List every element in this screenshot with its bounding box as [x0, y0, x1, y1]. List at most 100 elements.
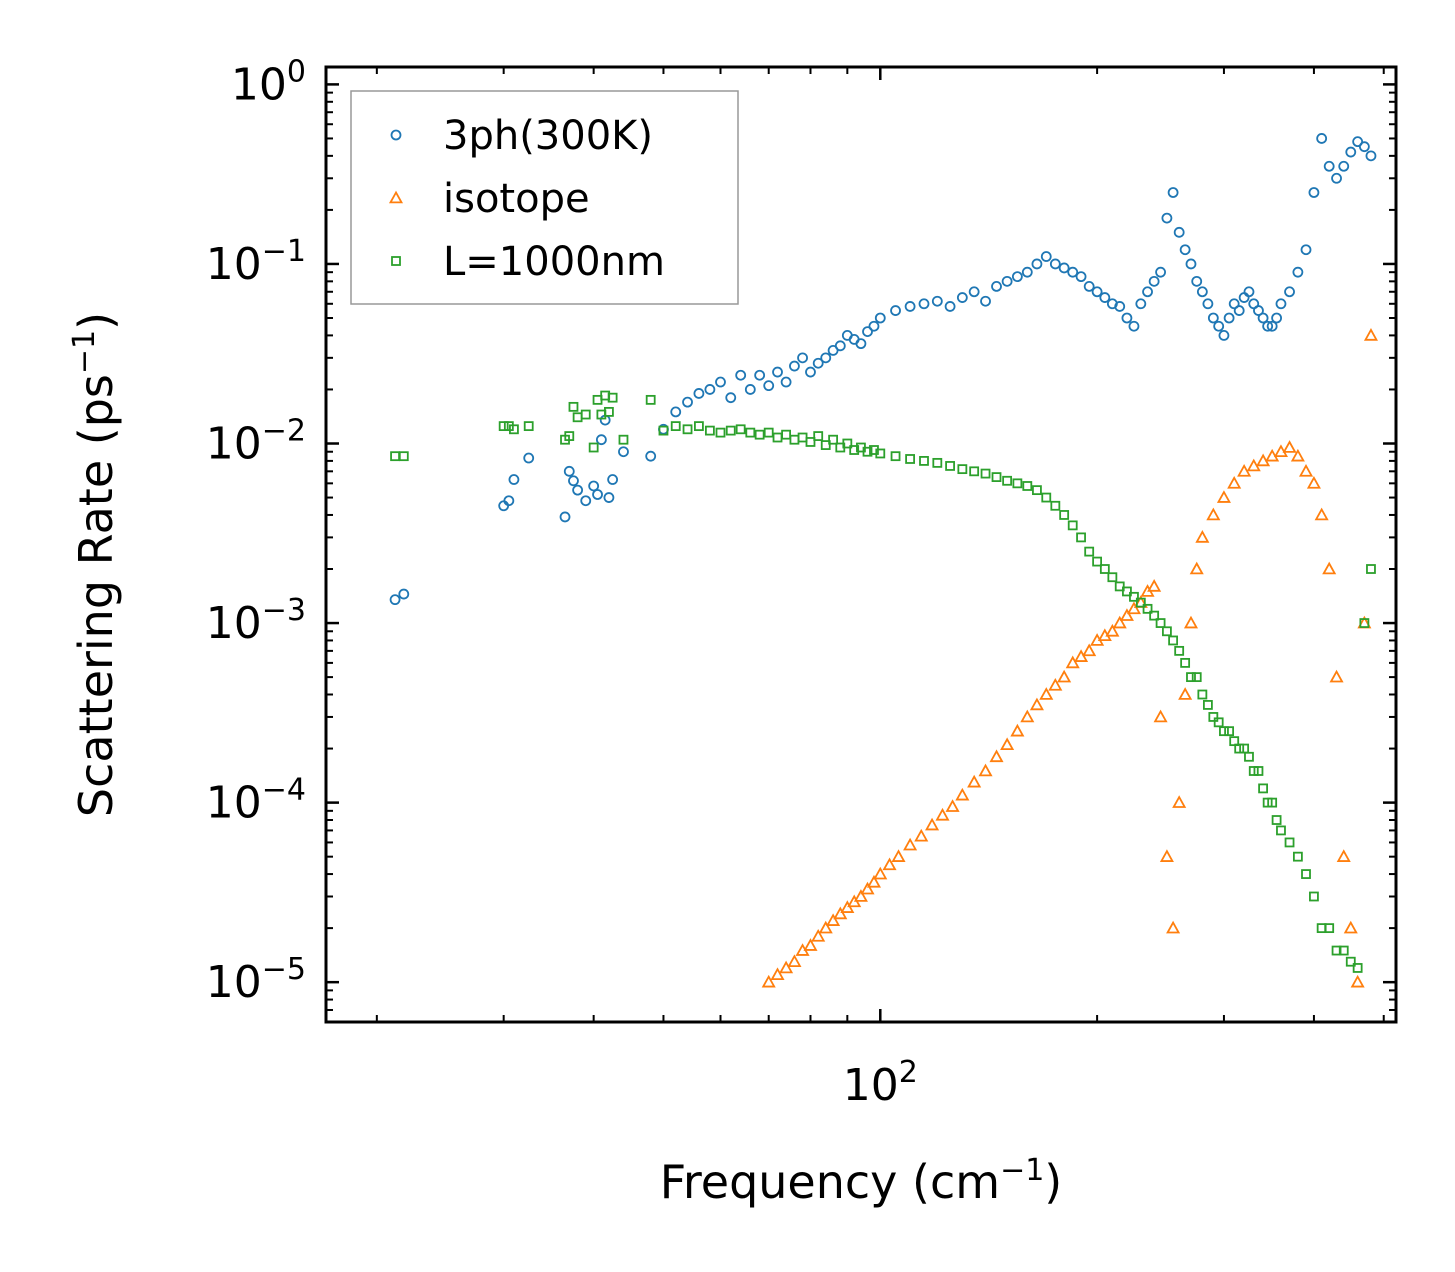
data-point — [1292, 851, 1303, 862]
data-point — [866, 874, 881, 888]
data-point — [787, 954, 802, 968]
data-point — [820, 352, 832, 364]
data-point — [559, 511, 571, 523]
x-axis-label-end: ) — [1044, 1155, 1062, 1209]
y-tick-base: 10 — [206, 778, 262, 829]
data-point — [903, 837, 918, 851]
data-point — [873, 866, 888, 880]
data-point — [855, 338, 867, 350]
data-point — [715, 427, 726, 438]
x-tick-base: 10 — [843, 1060, 899, 1111]
data-point — [772, 366, 783, 378]
data-point — [1301, 869, 1311, 879]
data-point — [604, 406, 614, 417]
data-point — [618, 434, 629, 445]
data-point — [1126, 601, 1141, 615]
legend-label: 3ph(300K) — [443, 113, 653, 159]
data-point — [1129, 591, 1139, 602]
data-point — [925, 817, 940, 831]
data-point — [1122, 586, 1132, 597]
data-point — [1282, 440, 1297, 453]
data-point — [1338, 160, 1350, 172]
data-point — [904, 301, 916, 312]
data-point — [1021, 266, 1033, 278]
series-0 — [389, 133, 1377, 606]
data-point — [980, 295, 991, 307]
data-point — [389, 594, 401, 606]
y-tick-exp: −1 — [262, 234, 306, 269]
data-point — [1284, 286, 1295, 298]
data-point — [1155, 618, 1166, 628]
data-point — [1002, 475, 1013, 486]
x-tick-exp: 2 — [899, 1055, 918, 1090]
data-point — [1290, 448, 1305, 462]
data-point — [763, 380, 775, 392]
data-point — [862, 326, 873, 338]
data-point — [1216, 490, 1231, 503]
data-point — [1314, 507, 1329, 521]
y-axis-label-sup: −1 — [67, 330, 102, 374]
data-point — [1202, 700, 1213, 710]
y-tick-exp: −3 — [262, 593, 306, 628]
data-point — [789, 360, 800, 372]
data-point — [390, 451, 400, 462]
data-point — [592, 489, 603, 500]
data-point — [682, 424, 693, 435]
data-point — [523, 421, 534, 432]
y-tick-label: 10−1 — [206, 234, 306, 290]
data-point — [918, 298, 930, 310]
y-tick-label: 10−5 — [206, 952, 306, 1008]
data-point — [891, 849, 906, 862]
data-point — [1228, 298, 1240, 310]
data-point — [568, 401, 579, 412]
data-point — [1343, 920, 1358, 934]
data-point — [1011, 271, 1023, 283]
data-point — [1352, 136, 1364, 148]
data-point — [1238, 292, 1250, 303]
data-point — [1058, 262, 1070, 274]
data-point — [694, 421, 704, 432]
legend-label: isotope — [443, 176, 590, 222]
data-point — [1234, 743, 1245, 754]
data-point — [564, 431, 575, 441]
data-point — [991, 280, 1002, 292]
data-point — [1039, 687, 1054, 700]
y-tick-label: 10−4 — [206, 773, 306, 829]
data-point — [818, 920, 833, 934]
data-point — [1183, 615, 1199, 629]
data-point — [860, 881, 875, 895]
data-point — [1050, 500, 1061, 511]
data-point — [797, 432, 808, 443]
data-point — [875, 448, 886, 459]
data-point — [670, 406, 682, 418]
data-point — [704, 425, 715, 436]
data-point — [1041, 492, 1052, 503]
data-point — [1112, 615, 1127, 629]
data-point — [1048, 677, 1063, 691]
data-point — [1179, 244, 1191, 256]
data-point — [1197, 689, 1208, 700]
data-point — [607, 474, 619, 485]
data-point — [1350, 974, 1365, 988]
data-point — [580, 409, 591, 420]
data-point — [1001, 275, 1013, 287]
y-axis-label-end: ) — [69, 312, 123, 330]
data-point — [968, 286, 980, 298]
data-point — [1059, 510, 1070, 520]
data-point — [658, 425, 669, 436]
data-point — [803, 938, 818, 951]
y-tick-exp: −5 — [262, 952, 306, 987]
y-tick-label: 10−3 — [206, 593, 306, 649]
data-point — [1173, 226, 1185, 238]
data-point — [890, 305, 901, 316]
data-point — [969, 466, 980, 477]
data-point — [1253, 766, 1264, 776]
data-point — [789, 434, 800, 445]
data-point — [1135, 597, 1146, 608]
data-point — [978, 763, 993, 777]
data-point — [1040, 251, 1052, 262]
data-point — [1180, 657, 1191, 668]
legend-box — [350, 90, 739, 305]
data-point — [693, 388, 705, 399]
